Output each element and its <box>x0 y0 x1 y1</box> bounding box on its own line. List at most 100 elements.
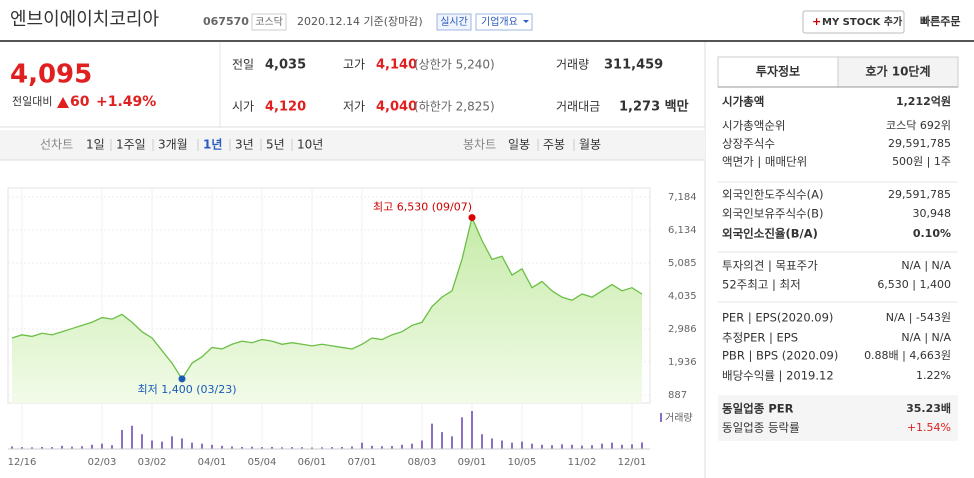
summary-note: (상한가 5,240) <box>414 58 495 72</box>
company[interactable]: 기업개요 <box>481 15 518 28</box>
volume-bar <box>411 443 413 449</box>
summary-value: 4,040 <box>376 100 417 115</box>
y-tick-label: 1,936 <box>668 357 697 368</box>
info-value: 1.22% <box>916 369 951 382</box>
mystock-button[interactable] <box>802 10 905 34</box>
high-label: 최고 6,530 (09/07) <box>373 201 472 214</box>
info-label: 투자의견 | 목표주가 <box>722 259 818 273</box>
info-value: N/A | N/A <box>901 331 951 344</box>
summary-value: 4,140 <box>376 58 417 73</box>
info-tab[interactable] <box>837 56 959 88</box>
tab-group: 선차트 <box>40 138 73 152</box>
quick-order[interactable]: 빠른주문 <box>920 14 960 28</box>
x-tick-label: 02/03 <box>88 457 117 468</box>
x-tick-label: 10/05 <box>508 457 537 468</box>
low-point <box>178 375 186 383</box>
price-line <box>11 215 643 381</box>
volume-bar <box>331 447 333 449</box>
base-date: 2020.12.14 기준(장마감) <box>297 15 423 28</box>
summary-value: 4,120 <box>265 100 306 115</box>
volume-bar <box>601 443 603 449</box>
info-label: 시가총액순위 <box>722 119 785 133</box>
period-tab[interactable]: 5년 <box>266 138 285 152</box>
info-label: PER | EPS(2020.09) <box>722 311 833 325</box>
volume-bar <box>11 446 13 449</box>
stock-name: 엔브이에이치코리아 <box>10 9 159 30</box>
info-value: 29,591,785 <box>888 188 951 201</box>
company-dropdown[interactable] <box>475 13 533 31</box>
low-label: 최저 1,400 (03/23) <box>137 383 236 396</box>
summary-value: 4,035 <box>265 58 306 73</box>
info-value: 0.10% <box>913 227 951 240</box>
period-tab[interactable]: 1일 <box>86 138 105 152</box>
y-tick-label: 887 <box>668 390 687 401</box>
volume-bar <box>191 442 193 449</box>
info-value: 1,212억원 <box>896 94 951 108</box>
change: 60 <box>70 94 90 110</box>
x-tick-label: 03/02 <box>138 457 167 468</box>
x-tick-label: 11/02 <box>568 457 597 468</box>
volume-bar <box>301 447 303 449</box>
summary-label: 거래대금 <box>556 100 600 114</box>
market: 코스닥 <box>255 16 283 28</box>
info-value: 35.23배 <box>906 401 951 415</box>
volume-bar <box>111 445 113 449</box>
volume-bar <box>581 445 583 449</box>
info-tab-label[interactable]: 호가 10단계 <box>865 64 930 79</box>
summary-label: 시가 <box>232 100 254 114</box>
volume-bar <box>271 446 273 449</box>
volume-bar <box>21 447 23 449</box>
volume-bar <box>461 417 463 449</box>
volume-bar <box>561 444 563 449</box>
period-tab[interactable]: 10년 <box>297 138 323 152</box>
volume-bar <box>611 442 613 449</box>
info-label: PBR | BPS (2020.09) <box>722 349 838 363</box>
volume-bar <box>641 442 643 449</box>
volume-bar <box>71 446 73 449</box>
volume-bar <box>141 434 143 449</box>
volume-bar <box>391 446 393 449</box>
volume-bar <box>231 446 233 449</box>
volume-bar <box>521 441 523 449</box>
volume-bar <box>341 446 343 449</box>
volume-bar <box>81 446 83 449</box>
current-price: 4,095 <box>10 60 92 90</box>
volume-bar <box>171 436 173 449</box>
info-label: 배당수익률 | 2019.12 <box>722 369 834 383</box>
period-tab[interactable]: 1주일 <box>116 138 146 152</box>
summary-note: (하한가 2,825) <box>414 100 495 114</box>
volume-bar <box>401 444 403 449</box>
info-label: 상장주식수 <box>722 137 775 151</box>
info-tab-label[interactable]: 투자정보 <box>756 64 800 79</box>
volume-bar <box>221 445 223 449</box>
summary-label: 저가 <box>343 100 365 114</box>
summary-label: 고가 <box>343 58 365 72</box>
x-tick-label: 08/03 <box>408 457 437 468</box>
info-tab[interactable] <box>717 56 839 88</box>
candle-tab[interactable]: 일봉 <box>508 138 530 152</box>
realtime[interactable]: 실시간 <box>440 16 468 28</box>
period-tab[interactable]: 1년 <box>203 138 222 152</box>
volume-bar <box>41 446 43 449</box>
y-tick-label: 5,085 <box>668 258 697 269</box>
info-value: 30,948 <box>913 207 952 220</box>
price-area <box>12 217 642 403</box>
period-tab[interactable]: 3개월 <box>158 138 188 152</box>
volume-bar <box>471 411 473 449</box>
volume-bar <box>571 444 573 449</box>
y-tick-label: 6,134 <box>668 225 697 236</box>
candle-tab[interactable]: 주봉 <box>543 138 565 152</box>
y-tick-label: 4,035 <box>668 291 697 302</box>
y-tick-label: 7,184 <box>668 192 697 203</box>
mystock[interactable]: MY STOCK 추가 <box>822 15 903 28</box>
x-tick-label: 07/01 <box>348 457 377 468</box>
candle-tab[interactable]: 월봉 <box>579 138 601 152</box>
period-tab[interactable]: 3년 <box>235 138 254 152</box>
realtime-badge[interactable] <box>436 13 472 31</box>
x-tick-label: 05/04 <box>248 457 277 468</box>
volume-bar <box>311 447 313 449</box>
volume-bar <box>121 430 123 449</box>
summary-value: 311,459 <box>604 58 663 73</box>
volume-label: 거래량 <box>665 412 693 424</box>
